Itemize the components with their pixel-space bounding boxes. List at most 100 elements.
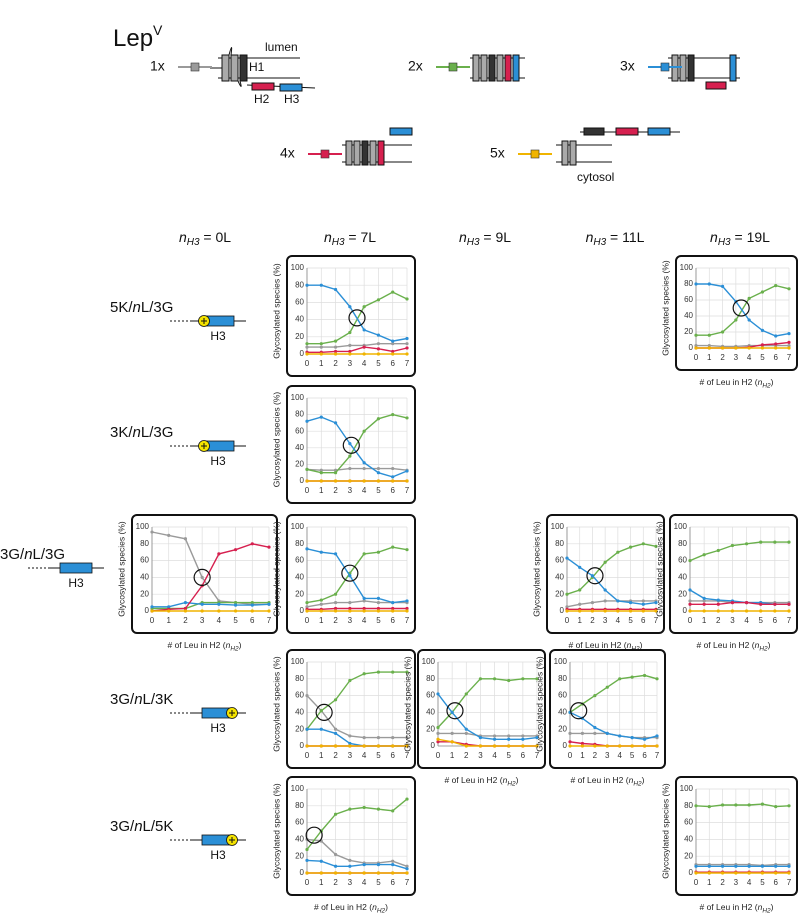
- x-tick-label: 5: [376, 878, 381, 887]
- row-post: L/5K: [143, 818, 174, 835]
- series-point: [362, 606, 366, 611]
- series-point: [760, 346, 765, 350]
- helix-label: H3: [68, 576, 84, 590]
- series-point: [183, 601, 188, 605]
- series-point: [405, 479, 409, 483]
- series-point: [760, 328, 765, 332]
- series-line: [566, 557, 657, 606]
- x-label-main: # of Leu in H2 (: [696, 640, 754, 650]
- legend-swatch: [190, 62, 200, 72]
- series-point: [183, 537, 188, 541]
- crossing-highlight: [305, 826, 323, 844]
- series-point: [319, 550, 323, 554]
- series-point: [391, 466, 395, 471]
- series-point: [391, 342, 395, 346]
- x-tick-label: 0: [688, 616, 693, 625]
- series-point: [747, 803, 751, 807]
- series-point: [654, 544, 658, 548]
- series-point: [391, 871, 395, 875]
- series-point: [642, 737, 647, 741]
- series-point: [376, 352, 381, 356]
- row-post: L/3K: [143, 691, 174, 708]
- y-tick-label: 80: [295, 280, 304, 289]
- column-sub: H3: [718, 237, 731, 248]
- cytosol-label: cytosol: [577, 170, 614, 184]
- series-point: [521, 744, 525, 748]
- series-point: [787, 804, 791, 808]
- series-point: [183, 606, 188, 611]
- x-tick-label: 0: [568, 751, 573, 760]
- series-point: [348, 678, 352, 683]
- x-tick-label: 7: [405, 486, 410, 495]
- series-point: [405, 336, 409, 341]
- series-point: [333, 479, 338, 483]
- series-line: [306, 798, 408, 850]
- series-point: [362, 871, 366, 875]
- series-point: [616, 550, 620, 554]
- x-tick-label: 2: [333, 486, 338, 495]
- series-point: [217, 552, 221, 556]
- column-headers: nH3 = 0L nH3 = 7L nH3 = 9L nH3 = 11L nH3 = 1…: [179, 229, 770, 248]
- series-point: [688, 599, 692, 603]
- series-point: [333, 871, 338, 875]
- x-tick-label: 4: [362, 486, 367, 495]
- series-point: [694, 344, 698, 348]
- series-point: [376, 609, 381, 613]
- series-point: [760, 871, 765, 875]
- series-point: [642, 744, 647, 748]
- helix-label: H3: [210, 848, 226, 862]
- panel-frame: [286, 649, 416, 769]
- x-label-end: ): [771, 377, 774, 387]
- y-tick-label: 40: [295, 573, 304, 582]
- series-point: [348, 606, 352, 611]
- y-tick-label: 60: [295, 818, 304, 827]
- series-point: [521, 737, 525, 741]
- series-point: [603, 588, 607, 592]
- x-axis-label: # of Leu in H2 (nH2): [696, 640, 770, 652]
- row-pre: 3K/: [110, 424, 133, 441]
- x-label-var: n: [226, 640, 231, 650]
- series-point: [734, 318, 738, 322]
- series-point: [578, 609, 582, 613]
- series-point: [734, 871, 738, 875]
- x-tick-label: 1: [319, 878, 324, 887]
- series-point: [150, 609, 154, 613]
- series-point: [716, 609, 720, 613]
- series-point: [641, 602, 645, 606]
- x-tick-label: 0: [305, 878, 310, 887]
- y-tick-label: 20: [558, 724, 567, 733]
- x-tick-label: 2: [183, 616, 188, 625]
- column-var: n: [710, 229, 718, 245]
- crossing-highlight: [586, 567, 604, 585]
- series-line: [696, 863, 789, 867]
- x-axis-label: # of Leu in H2 (nH2): [314, 902, 388, 913]
- series-point: [655, 677, 659, 681]
- x-tick-label: 3: [348, 616, 353, 625]
- x-tick-label: 3: [605, 751, 610, 760]
- series-point: [217, 609, 221, 613]
- y-tick-label: 40: [558, 708, 567, 717]
- y-tick-label: 0: [300, 741, 305, 750]
- x-label-var: n: [372, 902, 377, 912]
- series-point: [348, 744, 352, 748]
- series-point: [319, 598, 323, 602]
- series-point: [774, 334, 778, 338]
- y-tick-label: 0: [563, 741, 568, 750]
- series-point: [376, 863, 381, 867]
- y-tick-label: 20: [684, 327, 693, 336]
- series-point: [362, 461, 366, 465]
- series-point: [787, 332, 791, 336]
- x-label-main: # of Leu in H2 (: [444, 775, 502, 785]
- x-tick-label: 5: [630, 751, 635, 760]
- x-tick-label: 2: [464, 751, 469, 760]
- series-point: [391, 290, 395, 294]
- series-point: [759, 540, 763, 544]
- series-point: [348, 343, 352, 347]
- series-point: [720, 284, 725, 288]
- series-point: [319, 283, 323, 287]
- series-point: [734, 803, 738, 807]
